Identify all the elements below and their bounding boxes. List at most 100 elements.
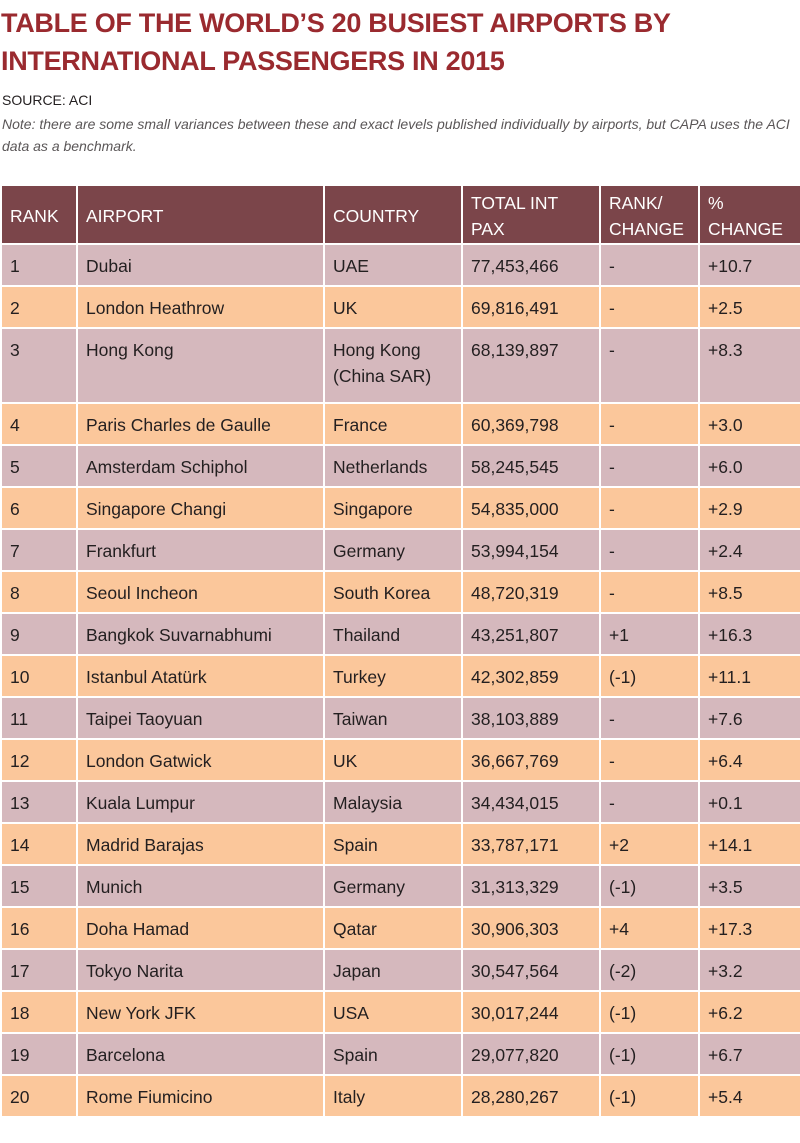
table-row: 18 New York JFK USA 30,017,244 (-1) +6.2 [0, 990, 800, 1034]
airport-cell: Doha Hamad [76, 906, 325, 950]
pct-change-cell: +17.3 [698, 906, 800, 950]
rank-cell: 19 [0, 1032, 78, 1076]
airports-table: RANK AIRPORT COUNTRY TOTAL INT PAX RANK/… [0, 184, 800, 1118]
airport-cell: Hong Kong [76, 327, 325, 404]
airport-cell: Paris Charles de Gaulle [76, 402, 325, 446]
rank-cell: 2 [0, 285, 78, 329]
pct-change-cell: +10.7 [698, 243, 800, 287]
pax-cell: 31,313,329 [461, 864, 601, 908]
table-row: 5 Amsterdam Schiphol Netherlands 58,245,545… [0, 444, 800, 488]
pax-cell: 36,667,769 [461, 738, 601, 782]
pax-cell: 28,280,267 [461, 1074, 601, 1118]
rank-cell: 15 [0, 864, 78, 908]
country-line: Spain [333, 835, 378, 855]
airport-cell: Singapore Changi [76, 486, 325, 530]
page-title: TABLE OF THE WORLD’S 20 BUSIEST AIRPORTS… [1, 4, 791, 80]
table-row: 16 Doha Hamad Qatar 30,906,303 +4 +17.3 [0, 906, 800, 950]
header-pax-line-1: TOTAL INT [471, 192, 559, 213]
rank-cell: 10 [0, 654, 78, 698]
pax-cell: 77,453,466 [461, 243, 601, 287]
table-header: RANK AIRPORT COUNTRY TOTAL INT PAX RANK/… [0, 184, 800, 245]
country-line: Taiwan [333, 709, 388, 729]
rank-change-cell: - [599, 402, 700, 446]
country-cell: Spain [323, 1032, 463, 1076]
rank-change-cell: (-1) [599, 1074, 700, 1118]
rank-change-cell: (-1) [599, 1032, 700, 1076]
airport-cell: Seoul Incheon [76, 570, 325, 614]
country-cell: Germany [323, 864, 463, 908]
table-row: 17 Tokyo Narita Japan 30,547,564 (-2) +3.2 [0, 948, 800, 992]
rank-change-cell: (-1) [599, 990, 700, 1034]
pct-change-cell: +6.7 [698, 1032, 800, 1076]
table-row: 8 Seoul Incheon South Korea 48,720,319- +8.5 [0, 570, 800, 614]
country-cell: Qatar [323, 906, 463, 950]
rank-change-cell: - [599, 327, 700, 404]
rank-change-cell: - [599, 285, 700, 329]
header-pct-change-line-1: % [708, 192, 724, 213]
rank-cell: 4 [0, 402, 78, 446]
pax-cell: 30,547,564 [461, 948, 601, 992]
airport-cell: London Heathrow [76, 285, 325, 329]
pct-change-cell: +8.5 [698, 570, 800, 614]
table-row: 9 Bangkok Suvarnabhumi Thailand 43,251,807 +… [0, 612, 800, 656]
pax-cell: 68,139,897 [461, 327, 601, 404]
header-rank: RANK [0, 184, 78, 245]
rank-cell: 11 [0, 696, 78, 740]
airport-cell: Madrid Barajas [76, 822, 325, 866]
table-row: 20 Rome Fiumicino Italy 28,280,267 (-1) +5.4 [0, 1074, 800, 1118]
rank-change-cell: +4 [599, 906, 700, 950]
airport-cell: Munich [76, 864, 325, 908]
rank-cell: 6 [0, 486, 78, 530]
country-line: (China SAR) [333, 366, 432, 386]
country-line: Turkey [333, 667, 386, 687]
table-row: 13 Kuala Lumpur Malaysia 34,434,015- +0.1 [0, 780, 800, 824]
header-row: RANK AIRPORT COUNTRY TOTAL INT PAX RANK/… [0, 184, 800, 245]
rank-change-cell: +1 [599, 612, 700, 656]
table-row: 11 Taipei Taoyuan Taiwan 38,103,889- +7.6 [0, 696, 800, 740]
country-line: UK [333, 298, 358, 318]
country-line: Germany [333, 541, 405, 561]
rank-change-cell: +2 [599, 822, 700, 866]
country-cell: UK [323, 738, 463, 782]
rank-change-cell: - [599, 780, 700, 824]
header-airport: AIRPORT [76, 184, 325, 245]
pct-change-cell: +3.2 [698, 948, 800, 992]
country-cell: Japan [323, 948, 463, 992]
rank-cell: 18 [0, 990, 78, 1034]
country-line: Germany [333, 877, 405, 897]
rank-cell: 12 [0, 738, 78, 782]
rank-change-cell: - [599, 738, 700, 782]
header-pct-change: % CHANGE [698, 184, 800, 245]
country-cell: Taiwan [323, 696, 463, 740]
table-body: 1 Dubai UAE 77,453,466- +10.7 2 London Heathro… [0, 243, 800, 1118]
rank-change-cell: - [599, 570, 700, 614]
pct-change-cell: +8.3 [698, 327, 800, 404]
airport-cell: Taipei Taoyuan [76, 696, 325, 740]
country-line: Netherlands [333, 457, 428, 477]
table-row: 14 Madrid Barajas Spain 33,787,171 +2 +14.1 [0, 822, 800, 866]
pct-change-cell: +3.5 [698, 864, 800, 908]
country-line: Hong Kong [333, 340, 421, 360]
country-line: France [333, 415, 388, 435]
table-row: 3 Hong Kong Hong Kong (China SAR) 68,139,897… [0, 327, 800, 404]
header-country: COUNTRY [323, 184, 463, 245]
table-row: 15 Munich Germany 31,313,329 (-1) +3.5 [0, 864, 800, 908]
rank-cell: 17 [0, 948, 78, 992]
pax-cell: 48,720,319 [461, 570, 601, 614]
pct-change-cell: +14.1 [698, 822, 800, 866]
pax-cell: 42,302,859 [461, 654, 601, 698]
country-line: Singapore [333, 499, 413, 519]
country-line: Italy [333, 1087, 366, 1107]
pax-cell: 53,994,154 [461, 528, 601, 572]
rank-cell: 9 [0, 612, 78, 656]
pax-cell: 69,816,491 [461, 285, 601, 329]
table-row: 6 Singapore Changi Singapore 54,835,000- +2.… [0, 486, 800, 530]
airport-cell: Rome Fiumicino [76, 1074, 325, 1118]
country-line: South Korea [333, 583, 431, 603]
rank-cell: 5 [0, 444, 78, 488]
pct-change-cell: +2.4 [698, 528, 800, 572]
airport-cell: Bangkok Suvarnabhumi [76, 612, 325, 656]
rank-cell: 7 [0, 528, 78, 572]
country-cell: USA [323, 990, 463, 1034]
source-label: SOURCE: ACI [2, 92, 93, 108]
